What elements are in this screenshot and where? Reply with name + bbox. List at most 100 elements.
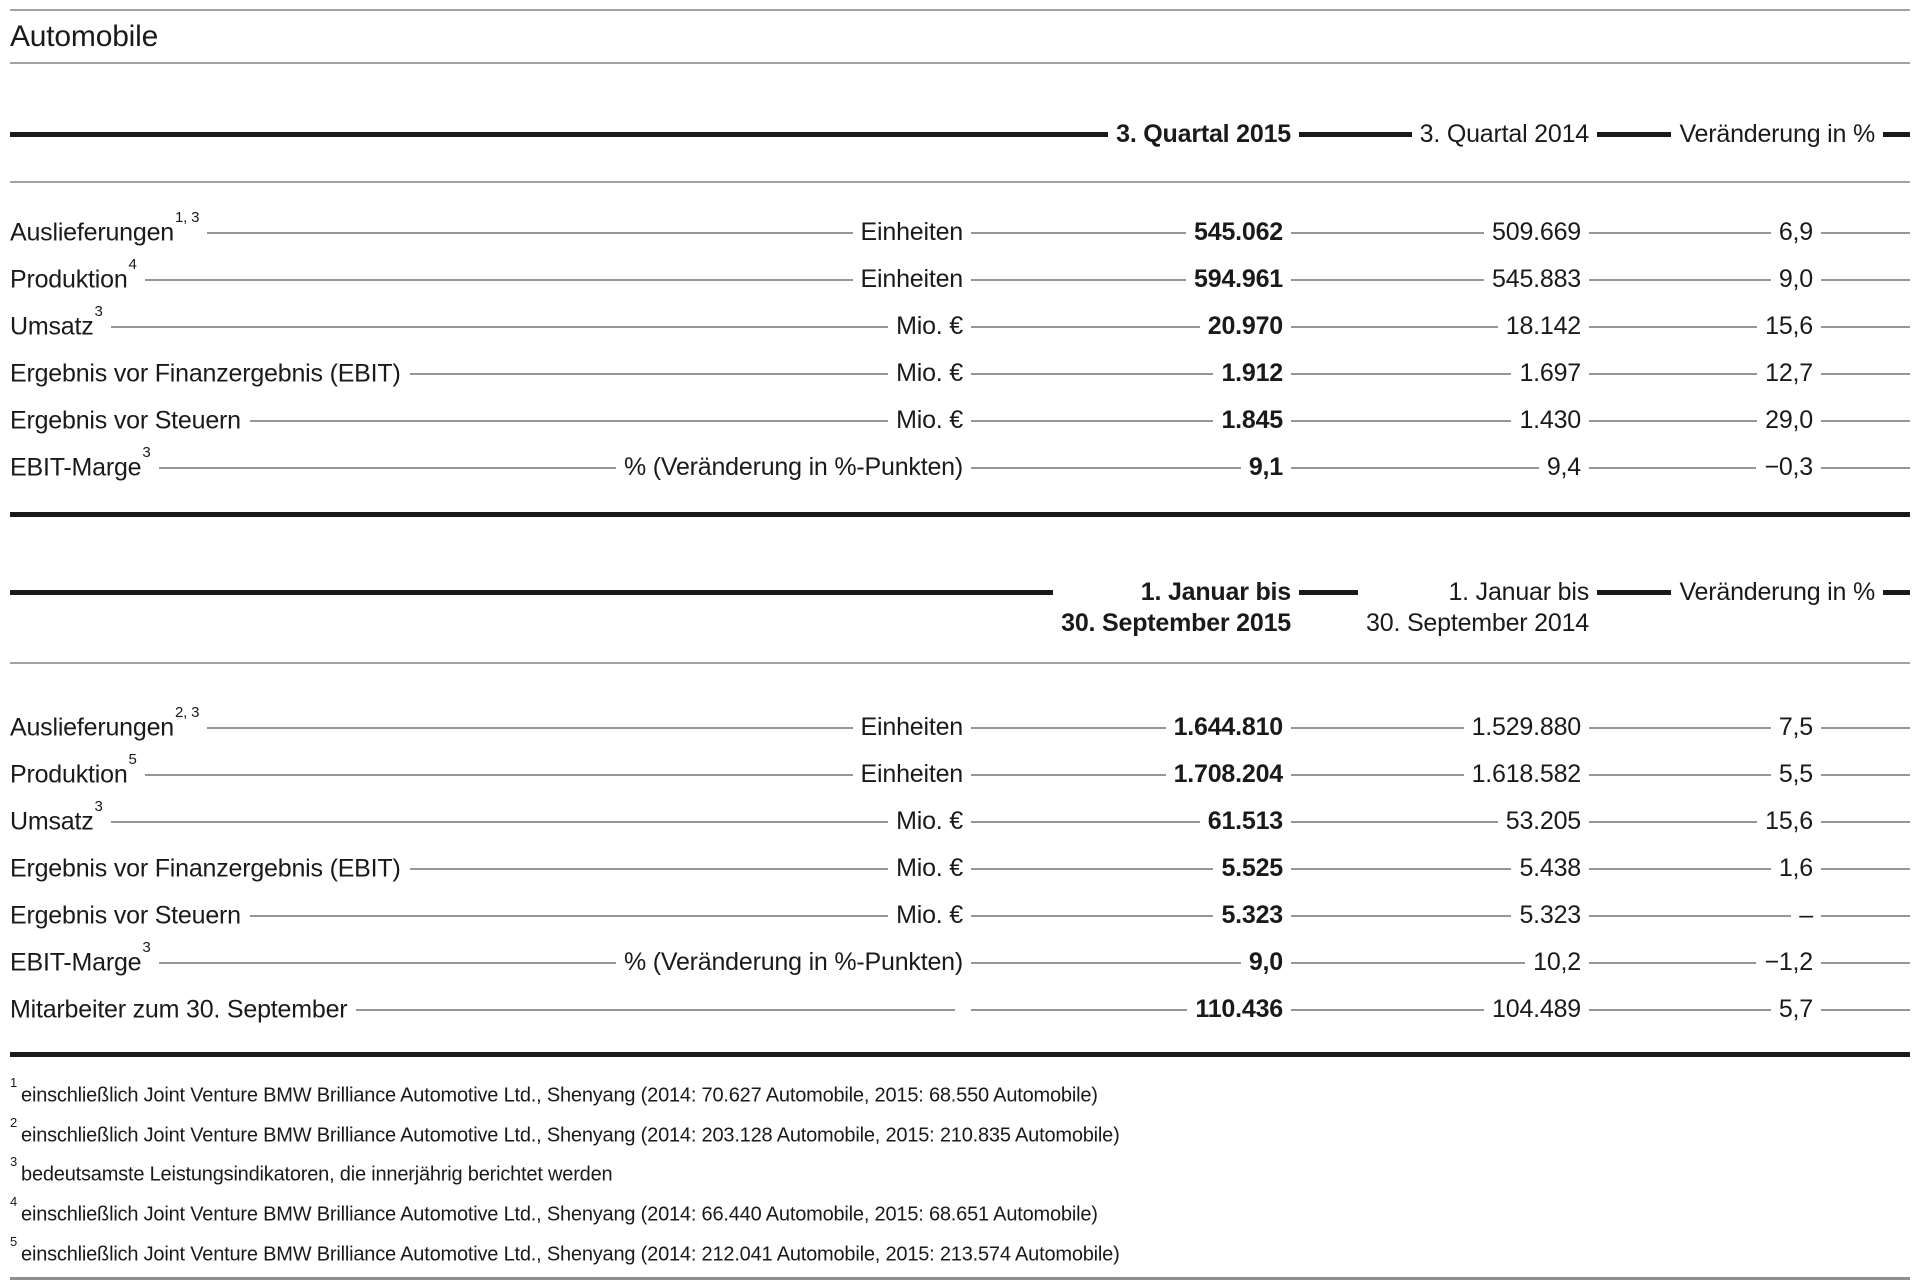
value-2014: 1.697 bbox=[1519, 359, 1581, 387]
leader-line bbox=[971, 325, 1200, 328]
value-change: 5,7 bbox=[1778, 995, 1813, 1023]
ytd-table-body: Auslieferungen2, 3 Einheiten 1.644.810 1… bbox=[10, 704, 1910, 1033]
leader-line bbox=[971, 773, 1166, 776]
leader-line bbox=[110, 325, 889, 328]
leader-line bbox=[1821, 419, 1910, 422]
value-change: 15,6 bbox=[1765, 807, 1813, 835]
value-2014: 53.205 bbox=[1505, 807, 1581, 835]
footnote-ref: 3 bbox=[94, 302, 103, 320]
leader-line bbox=[1589, 961, 1757, 964]
value-2015: 110.436 bbox=[1195, 995, 1283, 1023]
value-2014: 1.618.582 bbox=[1471, 760, 1582, 788]
leader-line bbox=[158, 466, 616, 469]
column-header-change: Veränderung in % bbox=[1679, 119, 1875, 148]
table-row: Umsatz3 Mio. € 61.513 53.205 15,6 bbox=[10, 798, 1910, 845]
leader-line bbox=[1589, 867, 1771, 870]
leader-line bbox=[1821, 961, 1910, 964]
leader-line bbox=[971, 278, 1187, 281]
value-2015: 1.708.204 bbox=[1173, 760, 1284, 788]
row-label: Ergebnis vor Steuern bbox=[10, 901, 241, 930]
quarter-table-header: 3. Quartal 2015 3. Quartal 2014 Veränder… bbox=[10, 110, 1910, 158]
leader-line bbox=[158, 961, 616, 964]
leader-line bbox=[1291, 961, 1526, 964]
leader-line bbox=[1589, 325, 1758, 328]
value-2014: 509.669 bbox=[1492, 218, 1581, 246]
leader-line bbox=[1821, 1008, 1910, 1011]
value-2014: 18.142 bbox=[1505, 312, 1581, 340]
value-change: 29,0 bbox=[1765, 406, 1813, 434]
report-page: Automobile 3. Quartal 2015 3. Quartal 20… bbox=[0, 9, 1920, 1280]
row-label: Umsatz3 bbox=[10, 302, 103, 341]
table-bottom-rule bbox=[10, 1052, 1910, 1057]
leader-line bbox=[249, 914, 889, 917]
footnote-ref: 4 bbox=[128, 255, 137, 273]
leader-line bbox=[1821, 867, 1910, 870]
leader-line bbox=[1291, 914, 1512, 917]
footnote: 2einschließlich Joint Venture BMW Brilli… bbox=[10, 1114, 1120, 1147]
column-header-ytd2014: 1. Januar bis 30. September 2014 bbox=[1366, 578, 1589, 637]
column-header-q2014: 3. Quartal 2014 bbox=[1419, 119, 1590, 148]
value-2014: 5.438 bbox=[1519, 854, 1581, 882]
leader-line bbox=[207, 726, 853, 729]
leader-line bbox=[971, 466, 1241, 469]
leader-line bbox=[971, 231, 1187, 234]
value-change: −1,2 bbox=[1764, 948, 1813, 976]
leader-line bbox=[1821, 278, 1910, 281]
value-2014: 10,2 bbox=[1533, 948, 1581, 976]
ytd-table-header: 1. Januar bis 30. September 2015 1. Janu… bbox=[10, 577, 1910, 639]
title-divider bbox=[10, 62, 1910, 64]
footnote-ref: 2, 3 bbox=[175, 703, 200, 721]
table-row: Ergebnis vor Finanzergebnis (EBIT) Mio. … bbox=[10, 845, 1910, 892]
value-change: 9,0 bbox=[1778, 265, 1813, 293]
leader-line bbox=[971, 867, 1214, 870]
leader-line bbox=[1291, 867, 1512, 870]
value-2015: 5.525 bbox=[1221, 854, 1283, 882]
header-divider bbox=[10, 662, 1910, 664]
table-row: Ergebnis vor Steuern Mio. € 1.845 1.430 … bbox=[10, 397, 1910, 444]
leader-line bbox=[409, 372, 889, 375]
leader-line bbox=[1291, 773, 1464, 776]
quarter-table-body: Auslieferungen1, 3 Einheiten 545.062 509… bbox=[10, 209, 1910, 491]
row-unit: Mio. € bbox=[896, 807, 963, 835]
ytd-table: 1. Januar bis 30. September 2015 1. Janu… bbox=[10, 577, 1910, 1057]
leader-line bbox=[144, 278, 853, 281]
table-row: Produktion4 Einheiten 594.961 545.883 9,… bbox=[10, 256, 1910, 303]
footnote: 3bedeutsamste Leistungsindikatoren, die … bbox=[10, 1154, 613, 1186]
leader-line bbox=[1299, 131, 1412, 137]
value-2015: 5.323 bbox=[1221, 901, 1283, 929]
row-label: Produktion4 bbox=[10, 255, 137, 294]
value-2015: 1.845 bbox=[1221, 406, 1283, 434]
leader-line bbox=[409, 867, 889, 870]
value-change: −0,3 bbox=[1764, 453, 1813, 481]
leader-line bbox=[971, 914, 1214, 917]
row-label: Ergebnis vor Finanzergebnis (EBIT) bbox=[10, 359, 401, 388]
leader-line bbox=[110, 820, 889, 823]
leader-line bbox=[1821, 820, 1910, 823]
table-row: EBIT-Marge3 % (Veränderung in %-Punkten)… bbox=[10, 444, 1910, 491]
leader-line bbox=[971, 1008, 1188, 1011]
leader-line bbox=[1291, 820, 1498, 823]
table-row: Auslieferungen1, 3 Einheiten 545.062 509… bbox=[10, 209, 1910, 256]
row-unit: Mio. € bbox=[896, 312, 963, 340]
value-change: 5,5 bbox=[1778, 760, 1813, 788]
value-2015: 1.644.810 bbox=[1173, 713, 1284, 741]
leader-line bbox=[1291, 325, 1498, 328]
value-change: 15,6 bbox=[1765, 312, 1813, 340]
value-change: 7,5 bbox=[1778, 713, 1813, 741]
leader-line bbox=[1821, 231, 1910, 234]
row-unit: Mio. € bbox=[896, 359, 963, 387]
leader-line bbox=[1821, 466, 1910, 469]
value-2014: 545.883 bbox=[1492, 265, 1581, 293]
value-2015: 545.062 bbox=[1194, 218, 1283, 246]
leader-line bbox=[1291, 278, 1485, 281]
row-unit: Mio. € bbox=[896, 901, 963, 929]
leader-line bbox=[971, 820, 1200, 823]
row-label: Umsatz3 bbox=[10, 797, 103, 836]
footnote-ref: 3 bbox=[142, 938, 151, 956]
table-row: EBIT-Marge3 % (Veränderung in %-Punkten)… bbox=[10, 939, 1910, 986]
footnote: 4einschließlich Joint Venture BMW Brilli… bbox=[10, 1193, 1098, 1226]
leader-line bbox=[144, 773, 853, 776]
leader-line bbox=[1589, 820, 1758, 823]
leader-line bbox=[1291, 231, 1485, 234]
value-2015: 1.912 bbox=[1221, 359, 1283, 387]
